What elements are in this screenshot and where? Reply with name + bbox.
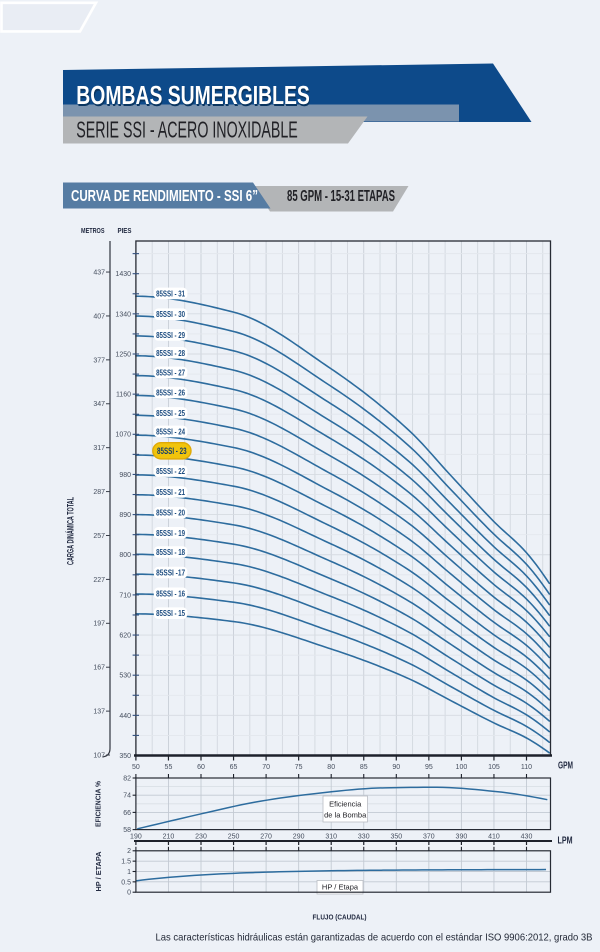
- svg-text:377: 377: [93, 357, 105, 364]
- svg-text:de la Bomba: de la Bomba: [324, 811, 367, 820]
- svg-text:85 GPM - 15-31 ETAPAS: 85 GPM - 15-31 ETAPAS: [287, 188, 395, 205]
- svg-text:1430: 1430: [115, 271, 131, 278]
- svg-text:Las características hidráulica: Las características hidráulicas están ga…: [156, 932, 593, 944]
- svg-text:HP / ETAPA: HP / ETAPA: [96, 852, 103, 892]
- svg-text:Eficiencia: Eficiencia: [329, 800, 362, 809]
- svg-text:85SSI - 21: 85SSI - 21: [156, 487, 185, 497]
- svg-text:BOMBAS SUMERGIBLES: BOMBAS SUMERGIBLES: [77, 82, 310, 112]
- svg-text:85SSI - 24: 85SSI - 24: [156, 426, 185, 436]
- svg-text:110: 110: [521, 764, 532, 771]
- svg-text:55: 55: [165, 764, 173, 771]
- svg-text:800: 800: [119, 552, 131, 559]
- svg-text:SERIE SSI - ACERO INOXIDABLE: SERIE SSI - ACERO INOXIDABLE: [76, 116, 297, 142]
- svg-text:65: 65: [230, 764, 238, 771]
- svg-text:257: 257: [93, 533, 105, 540]
- svg-text:270: 270: [260, 834, 272, 841]
- svg-text:1: 1: [127, 869, 131, 876]
- svg-text:230: 230: [195, 834, 207, 841]
- svg-text:EFICIENCIA %: EFICIENCIA %: [96, 780, 103, 827]
- svg-text:HP / Etapa: HP / Etapa: [322, 882, 359, 891]
- svg-text:227: 227: [93, 577, 105, 584]
- svg-text:85SSI - 27: 85SSI - 27: [156, 367, 185, 377]
- svg-text:410: 410: [488, 834, 500, 841]
- svg-text:70: 70: [262, 764, 270, 771]
- svg-text:85: 85: [360, 764, 368, 771]
- svg-text:1340: 1340: [115, 311, 131, 318]
- svg-text:60: 60: [197, 764, 205, 771]
- svg-text:107: 107: [93, 752, 105, 759]
- svg-text:197: 197: [93, 621, 105, 628]
- svg-text:390: 390: [456, 834, 468, 841]
- svg-text:BOMBAS SUMERGIBLES: BOMBAS SUMERGIBLES: [76, 80, 309, 110]
- svg-text:METROS: METROS: [81, 226, 105, 235]
- svg-text:85SSI - 28: 85SSI - 28: [156, 348, 185, 358]
- svg-text:1160: 1160: [116, 392, 131, 399]
- svg-text:407: 407: [93, 313, 105, 320]
- svg-text:210: 210: [163, 834, 175, 841]
- svg-text:58: 58: [123, 827, 131, 834]
- svg-text:430: 430: [521, 834, 533, 841]
- svg-text:85SSI - 22: 85SSI - 22: [156, 466, 185, 476]
- svg-text:530: 530: [119, 673, 131, 680]
- svg-text:95: 95: [425, 764, 433, 771]
- svg-text:85SSI - 23: 85SSI - 23: [157, 446, 187, 457]
- svg-text:85SSI - 15: 85SSI - 15: [156, 608, 185, 618]
- svg-text:980: 980: [119, 472, 131, 479]
- svg-text:330: 330: [358, 834, 370, 841]
- svg-text:85SSI -17: 85SSI -17: [156, 568, 185, 578]
- svg-text:290: 290: [293, 834, 305, 841]
- svg-text:1.5: 1.5: [121, 859, 131, 866]
- svg-text:190: 190: [130, 834, 142, 841]
- svg-text:310: 310: [325, 834, 337, 841]
- svg-text:85SSI - 18: 85SSI - 18: [156, 547, 185, 557]
- svg-text:0.5: 0.5: [121, 879, 131, 886]
- svg-text:350: 350: [119, 753, 131, 760]
- svg-text:85SSI - 25: 85SSI - 25: [156, 408, 185, 418]
- svg-text:66: 66: [123, 810, 131, 817]
- svg-text:1070: 1070: [115, 432, 131, 439]
- svg-text:85SSI - 20: 85SSI - 20: [156, 508, 185, 518]
- svg-text:710: 710: [119, 592, 131, 599]
- svg-text:85SSI - 26: 85SSI - 26: [156, 388, 185, 398]
- svg-text:137: 137: [93, 709, 105, 716]
- svg-text:50: 50: [132, 764, 140, 771]
- svg-text:82: 82: [123, 775, 131, 782]
- svg-text:105: 105: [488, 764, 500, 771]
- svg-text:370: 370: [423, 834, 435, 841]
- svg-text:LPM: LPM: [558, 836, 573, 847]
- svg-text:85SSI - 29: 85SSI - 29: [156, 330, 185, 340]
- svg-text:85SSI - 30: 85SSI - 30: [156, 309, 185, 319]
- svg-text:0: 0: [127, 890, 131, 897]
- svg-text:90: 90: [392, 764, 400, 771]
- svg-text:PIES: PIES: [118, 226, 132, 235]
- svg-text:CURVA DE RENDIMIENTO - SSI 6”: CURVA DE RENDIMIENTO - SSI 6”: [71, 188, 258, 205]
- svg-text:75: 75: [295, 764, 303, 771]
- svg-text:287: 287: [93, 489, 105, 496]
- svg-text:167: 167: [93, 665, 105, 672]
- svg-text:250: 250: [228, 834, 240, 841]
- svg-text:85SSI - 19: 85SSI - 19: [156, 528, 185, 538]
- svg-text:80: 80: [327, 764, 335, 771]
- svg-text:85SSI - 31: 85SSI - 31: [156, 288, 185, 298]
- svg-text:437: 437: [93, 269, 105, 276]
- svg-text:2: 2: [127, 848, 131, 855]
- svg-text:620: 620: [119, 632, 131, 639]
- svg-text:1250: 1250: [115, 351, 131, 358]
- svg-text:85SSI - 16: 85SSI - 16: [156, 588, 185, 598]
- svg-text:CARGA DINÁMICA TOTAL: CARGA DINÁMICA TOTAL: [65, 497, 76, 565]
- svg-text:FLUJO (CAUDAL): FLUJO (CAUDAL): [313, 912, 367, 921]
- svg-text:74: 74: [123, 793, 131, 800]
- svg-text:GPM: GPM: [558, 760, 573, 771]
- svg-text:350: 350: [390, 834, 402, 841]
- svg-text:100: 100: [456, 764, 468, 771]
- svg-text:317: 317: [93, 445, 105, 452]
- svg-text:347: 347: [93, 401, 105, 408]
- svg-text:440: 440: [119, 713, 131, 720]
- svg-text:890: 890: [119, 512, 131, 519]
